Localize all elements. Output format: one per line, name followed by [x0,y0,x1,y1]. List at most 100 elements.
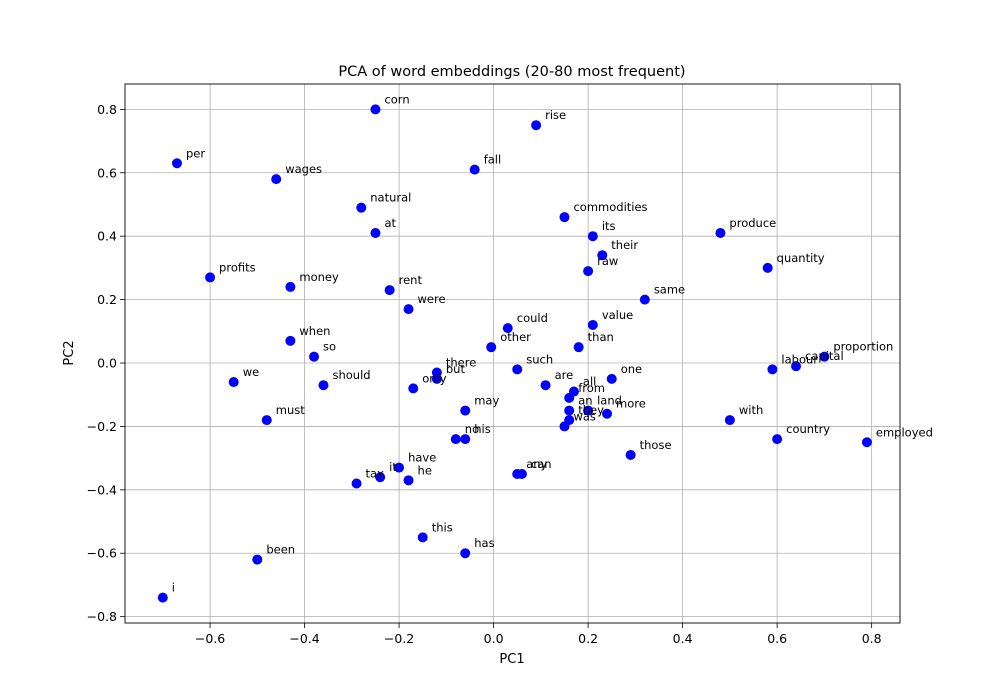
point-label: wages [285,162,322,176]
point-label: value [602,308,633,322]
scatter-point [460,548,471,559]
x-axis-label: PC1 [499,652,524,667]
scatter-point [512,364,523,375]
x-tick-label: 0.0 [484,631,504,646]
x-tick-label: 0.8 [862,631,882,646]
scatter-point [252,554,263,565]
point-label: can [531,457,552,471]
y-tick-label: 0.2 [97,292,117,307]
point-label: must [276,403,305,417]
scatter-point [285,281,296,292]
point-label: raw [597,254,618,268]
point-label: commodities [573,200,647,214]
point-label: should [332,368,370,382]
point-label: with [739,403,763,417]
scatter-point [271,174,282,185]
scatter-point [205,272,216,283]
point-label: money [299,270,339,284]
scatter-point [583,266,594,277]
scatter-point [356,202,367,213]
point-label: capital [805,349,844,363]
scatter-point [228,377,239,388]
scatter-point [318,380,329,391]
point-label: they [578,403,604,417]
point-label: an [578,394,592,408]
point-label: it [389,460,397,474]
scatter-point [171,158,182,169]
point-label: their [611,238,638,252]
point-label: profits [219,260,256,274]
scatter-point [261,415,272,426]
y-tick-label: 0.8 [97,102,117,117]
point-label: so [323,340,336,354]
chart-title: PCA of word embeddings (20-80 most frequ… [338,64,685,80]
point-label: other [500,330,531,344]
scatter-point [403,304,414,315]
scatter-point [540,380,551,391]
scatter-point [469,164,480,175]
point-label: employed [876,425,933,439]
scatter-point [408,383,419,394]
scatter-point [573,342,584,353]
point-label: has [474,536,494,550]
scatter-point [762,262,773,273]
point-label: could [517,311,548,325]
point-label: tax [366,466,385,480]
scatter-point [606,373,617,384]
scatter-point [502,323,513,334]
y-tick-label: −0.6 [87,546,117,561]
point-label: all [583,375,596,389]
scatter-point [516,468,527,479]
y-tick-label: 0.0 [97,356,117,371]
point-label: was [573,409,595,423]
x-tick-label: 0.4 [673,631,693,646]
point-label: have [408,451,436,465]
scatter-point [639,294,650,305]
x-axis-ticks: −0.6 −0.4 −0.2 0.0 0.2 0.4 0.6 0.8 [195,623,882,646]
point-label: corn [384,92,409,106]
point-label: rise [545,108,566,122]
scatter-point [564,405,575,416]
point-label: such [526,352,553,366]
scatter-point [531,120,542,131]
point-label: per [186,146,205,160]
point-label: but [446,362,466,376]
x-tick-label: 0.2 [578,631,598,646]
point-label: were [418,292,446,306]
scatter-point [597,250,608,261]
scatter-point [486,342,497,353]
scatter-point [564,392,575,403]
scatter-point [384,285,395,296]
y-tick-label: −0.2 [87,419,117,434]
point-label: land [597,394,622,408]
x-tick-label: −0.4 [289,631,319,646]
point-label: at [384,216,396,230]
point-label: he [418,463,432,477]
y-tick-label: −0.8 [87,609,117,624]
point-label: produce [729,216,776,230]
scatter-point [351,478,362,489]
point-labels: corn rise per fall wages natural commodities at… [172,92,933,594]
point-label: when [299,324,330,338]
point-label: same [654,283,685,297]
scatter-point [819,351,830,362]
scatter-point [559,421,570,432]
point-label: proportion [833,340,893,354]
y-tick-label: 0.6 [97,165,117,180]
scatter-point [861,437,872,448]
scatter-point [394,462,405,473]
scatter-point [724,415,735,426]
scatter-point [460,405,471,416]
scatter-point [791,361,802,372]
point-label: its [602,219,616,233]
point-label: those [640,438,672,452]
point-label: been [266,543,295,557]
point-label: than [588,330,614,344]
scatter-point [772,434,783,445]
point-label: from [578,381,605,395]
point-label: quantity [777,251,825,265]
scatter-point [587,319,598,330]
scatter-point [559,212,570,223]
